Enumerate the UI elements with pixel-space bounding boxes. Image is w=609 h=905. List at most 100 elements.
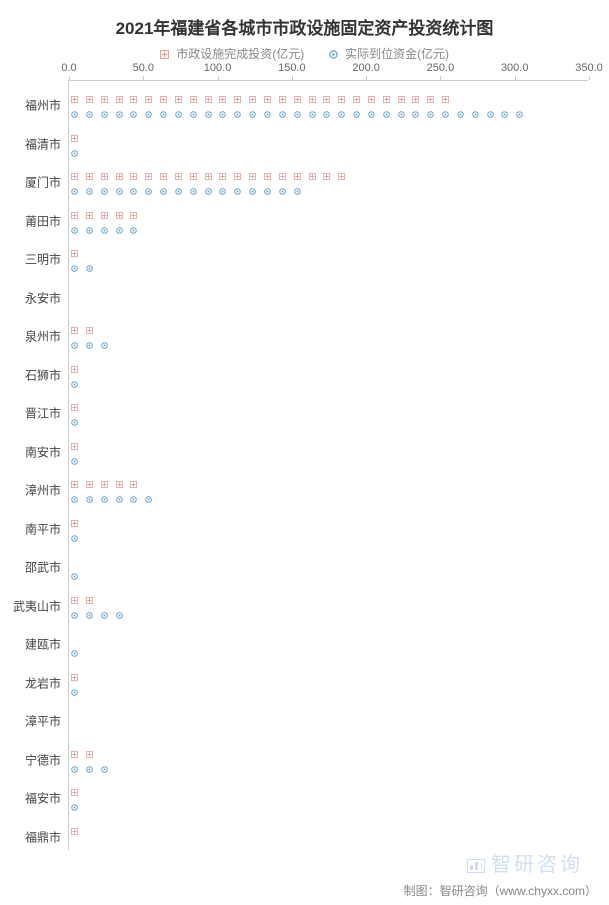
- dot-marker-b-icon: [160, 105, 167, 123]
- dot-marker-b-icon: [86, 105, 93, 123]
- dot-marker-b-icon: [86, 259, 93, 277]
- category-row: 宁德市: [69, 741, 588, 780]
- dot-marker-b-icon: [145, 490, 152, 508]
- dot-marker-b-icon: [101, 182, 108, 200]
- x-tick-mark: [515, 76, 516, 80]
- dot-marker-b-icon: [160, 182, 167, 200]
- dot-marker-b-icon: [71, 529, 78, 547]
- x-tick-mark: [366, 76, 367, 80]
- category-row: 武夷山市: [69, 587, 588, 626]
- series-b-dots: [71, 683, 78, 701]
- dot-marker-b-icon: [71, 259, 78, 277]
- dot-marker-b-icon: [234, 105, 241, 123]
- category-row: 永安市: [69, 279, 588, 318]
- dot-marker-b-icon: [71, 490, 78, 508]
- legend-label-b: 实际到位资金(亿元): [345, 47, 449, 61]
- series-a-dots: [71, 822, 78, 840]
- category-row: 福清市: [69, 125, 588, 164]
- category-label: 邵武市: [25, 559, 69, 576]
- dot-marker-b-icon: [71, 413, 78, 431]
- category-label: 南平市: [25, 520, 69, 537]
- dot-marker-b-icon: [249, 182, 256, 200]
- dot-marker-b-icon: [71, 683, 78, 701]
- dot-marker-b-icon: [234, 182, 241, 200]
- dot-marker-b-icon: [71, 182, 78, 200]
- series-b-dots: [71, 259, 93, 277]
- dot-marker-b-icon: [71, 760, 78, 778]
- dot-marker-a-icon: [323, 167, 330, 185]
- dot-marker-b-icon: [86, 490, 93, 508]
- category-row: 漳平市: [69, 702, 588, 741]
- category-label: 三明市: [25, 251, 69, 268]
- category-row: 福安市: [69, 779, 588, 818]
- x-tick-label: 200.0: [352, 62, 380, 74]
- legend-item-series-a: 市政设施完成投资(亿元): [160, 45, 304, 62]
- dot-marker-b-icon: [427, 105, 434, 123]
- dot-marker-b-icon: [457, 105, 464, 123]
- category-label: 南安市: [25, 443, 69, 460]
- dot-marker-b-icon: [190, 105, 197, 123]
- x-axis-line: [69, 80, 588, 81]
- dot-marker-b-icon: [219, 182, 226, 200]
- series-b-dots: [71, 144, 78, 162]
- series-b-dots: [71, 336, 108, 354]
- dot-marker-b-icon: [130, 490, 137, 508]
- series-b-dots: [71, 105, 523, 123]
- category-row: 南安市: [69, 433, 588, 472]
- series-b-dots: [71, 490, 152, 508]
- dot-marker-b-icon: [71, 221, 78, 239]
- dot-marker-b-icon: [86, 182, 93, 200]
- dot-marker-b-icon: [116, 221, 123, 239]
- dot-marker-b-icon: [145, 105, 152, 123]
- x-tick-mark: [143, 76, 144, 80]
- x-tick-label: 250.0: [427, 62, 455, 74]
- category-label: 宁德市: [25, 751, 69, 768]
- dot-marker-b-icon: [130, 182, 137, 200]
- dot-marker-a-icon: [71, 822, 78, 840]
- dot-marker-b-icon: [442, 105, 449, 123]
- category-label: 福州市: [25, 97, 69, 114]
- dot-marker-b-icon: [71, 798, 78, 816]
- dot-marker-b-icon: [71, 375, 78, 393]
- watermark-bar-icon: [467, 859, 485, 873]
- category-label: 福安市: [25, 790, 69, 807]
- category-label: 武夷山市: [13, 597, 69, 614]
- dot-marker-b-icon: [116, 105, 123, 123]
- dot-marker-b-icon: [264, 105, 271, 123]
- dot-marker-a-icon: [338, 167, 345, 185]
- dot-marker-b-icon: [71, 644, 78, 662]
- legend-label-a: 市政设施完成投资(亿元): [176, 47, 304, 61]
- dot-marker-b-icon: [472, 105, 479, 123]
- dot-marker-b-icon: [205, 182, 212, 200]
- category-label: 福鼎市: [25, 828, 69, 845]
- dot-marker-a-icon: [309, 167, 316, 185]
- series-b-dots: [71, 567, 78, 585]
- x-tick-label: 300.0: [501, 62, 529, 74]
- dot-marker-b-icon: [86, 760, 93, 778]
- x-tick-label: 0.0: [61, 62, 76, 74]
- dot-marker-b-icon: [309, 105, 316, 123]
- series-b-dots: [71, 375, 78, 393]
- dot-marker-b-icon: [487, 105, 494, 123]
- dot-marker-b-icon: [264, 182, 271, 200]
- category-label: 莆田市: [25, 212, 69, 229]
- dot-marker-b-icon: [190, 182, 197, 200]
- category-label: 龙岩市: [25, 674, 69, 691]
- legend-marker-b-icon: [329, 48, 338, 62]
- chart-container: 2021年福建省各城市市政设施固定资产投资统计图 市政设施完成投资(亿元) 实际…: [0, 0, 609, 905]
- x-tick-mark: [292, 76, 293, 80]
- watermark-text: 智研咨询: [491, 854, 583, 876]
- category-label: 石狮市: [25, 366, 69, 383]
- category-row: 龙岩市: [69, 664, 588, 703]
- series-b-dots: [71, 221, 137, 239]
- dot-marker-b-icon: [101, 606, 108, 624]
- category-label: 晋江市: [25, 405, 69, 422]
- dot-marker-b-icon: [130, 221, 137, 239]
- category-row: 福州市: [69, 86, 588, 125]
- dot-marker-b-icon: [71, 452, 78, 470]
- category-label: 漳州市: [25, 482, 69, 499]
- dot-marker-b-icon: [116, 490, 123, 508]
- dot-marker-b-icon: [353, 105, 360, 123]
- dot-marker-b-icon: [338, 105, 345, 123]
- category-row: 南平市: [69, 510, 588, 549]
